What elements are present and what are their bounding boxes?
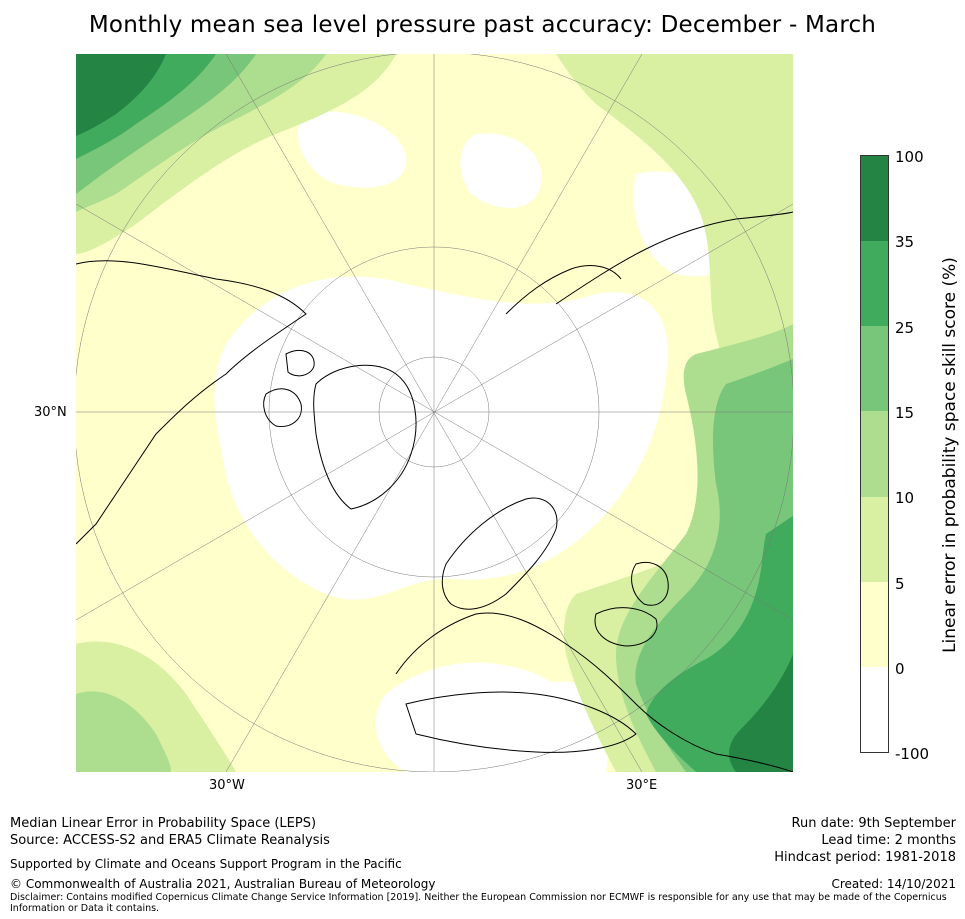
colorbar-segment xyxy=(861,411,888,497)
footer-leps: Median Linear Error in Probability Space… xyxy=(10,816,317,831)
footer-disclaimer: Disclaimer: Contains modified Copernicus… xyxy=(10,892,950,914)
colorbar-tick: 5 xyxy=(895,575,905,593)
footer-run-info: Run date: 9th September Lead time: 2 mon… xyxy=(774,815,956,866)
arctic-islands-coast xyxy=(285,350,315,377)
skill-region-dark-green xyxy=(729,654,793,772)
skill-region-white xyxy=(297,111,407,188)
footer-method: Median Linear Error in Probability Space… xyxy=(10,815,330,849)
colorbar-tick: 0 xyxy=(895,660,905,678)
europe-coast xyxy=(395,612,793,772)
skill-region-green-10-15 xyxy=(76,691,171,772)
skill-region-green-25-35 xyxy=(646,516,793,772)
colorbar-segment xyxy=(861,241,888,327)
polar-map xyxy=(76,54,793,772)
colorbar-tick: -100 xyxy=(895,745,930,763)
footer-copyright: © Commonwealth of Australia 2021, Austra… xyxy=(10,877,436,891)
colorbar-label: Linear error in probability space skill … xyxy=(940,257,960,653)
map-svg xyxy=(76,54,793,772)
disclaimer-line-1: Disclaimer: Contains modified Copernicus… xyxy=(10,892,947,903)
colorbar-tick: 100 xyxy=(895,148,924,166)
scandinavia-coast xyxy=(441,497,558,610)
longitude-label-east: 30°E xyxy=(626,778,658,793)
arctic-islands-coast xyxy=(263,388,302,428)
black-sea-coast xyxy=(594,607,658,647)
colorbar-segment xyxy=(861,496,888,582)
footer-source: Source: ACCESS-S2 and ERA5 Climate Reana… xyxy=(10,833,330,848)
greenland-coast xyxy=(313,364,417,510)
run-date: Run date: 9th September xyxy=(791,816,956,831)
disclaimer-line-2: Information or Data it contains. xyxy=(10,903,160,914)
meridian-line xyxy=(225,54,643,772)
colorbar-tick: 15 xyxy=(895,404,915,422)
graticule xyxy=(76,54,793,772)
colorbar-tick: 25 xyxy=(895,319,915,337)
colorbar-segment xyxy=(861,156,888,242)
hindcast-period: Hindcast period: 1981-2018 xyxy=(774,850,956,865)
mediterranean-coast xyxy=(405,691,637,753)
skill-region-dark-green xyxy=(76,54,166,136)
colorbar-segment xyxy=(861,581,888,667)
skill-region-white xyxy=(460,133,542,208)
caspian-coast xyxy=(631,561,669,606)
skill-region-white xyxy=(214,276,668,600)
north-america-coast xyxy=(76,260,307,545)
colorbar xyxy=(860,155,889,753)
siberia-coast xyxy=(555,211,793,305)
latitude-label: 30°N xyxy=(34,405,67,420)
colorbar-tick: 35 xyxy=(895,233,915,251)
created-date: Created: 14/10/2021 xyxy=(831,877,956,891)
lead-time: Lead time: 2 months xyxy=(821,833,956,848)
longitude-label-west: 30°W xyxy=(209,778,245,793)
siberia-coast xyxy=(505,265,622,315)
colorbar-segment xyxy=(861,326,888,412)
coastlines xyxy=(76,211,793,772)
colorbar-tick: 10 xyxy=(895,489,915,507)
footer-support: Supported by Climate and Oceans Support … xyxy=(10,857,402,871)
chart-title: Monthly mean sea level pressure past acc… xyxy=(88,12,877,38)
colorbar-segment xyxy=(861,666,888,752)
